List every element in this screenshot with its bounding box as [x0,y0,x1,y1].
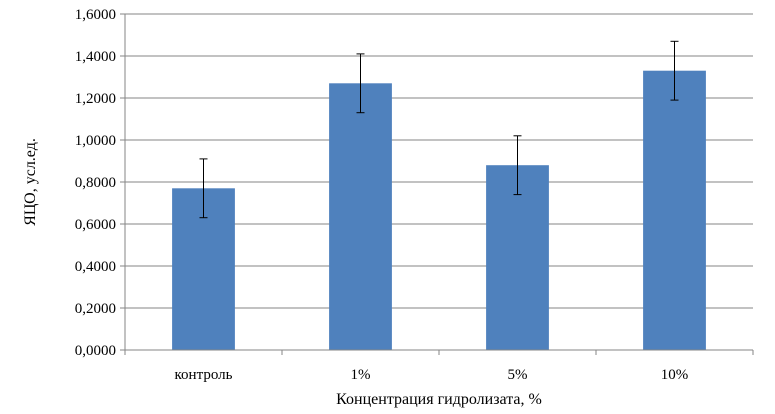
y-tick-label: 0,8000 [75,175,116,191]
y-tick-label: 0,6000 [75,217,116,233]
error-bar-1 [199,158,208,219]
bar-4 [643,70,706,350]
x-category-label: 5% [508,367,528,383]
y-tick-label: 0,2000 [75,301,116,317]
y-tick-labels: 0,0000 0,2000 0,4000 0,6000 0,8000 1,0000 1,20… [75,7,125,359]
error-bar-3 [513,135,522,196]
x-category-label: 10% [661,367,689,383]
x-axis-title: Концентрация гидролизата, % [336,391,542,408]
y-tick-label: 1,4000 [75,49,116,65]
x-category-label: 1% [351,367,371,383]
y-tick-label: 1,2000 [75,91,116,107]
y-tick-label: 1,6000 [75,7,116,23]
y-tick-label: 1,0000 [75,133,116,149]
y-tick-label: 0,4000 [75,259,116,275]
bar-3 [486,165,549,350]
bar-2 [329,83,392,351]
error-bar-2 [356,53,365,114]
error-bars [199,40,679,219]
y-axis-title: ЯЦО, усл.ед. [22,138,39,226]
x-category-labels: контроль 1% 5% 10% [175,367,689,383]
x-category-label: контроль [175,367,233,383]
error-bar-4 [670,40,679,101]
y-tick-label: 0,0000 [75,343,116,359]
